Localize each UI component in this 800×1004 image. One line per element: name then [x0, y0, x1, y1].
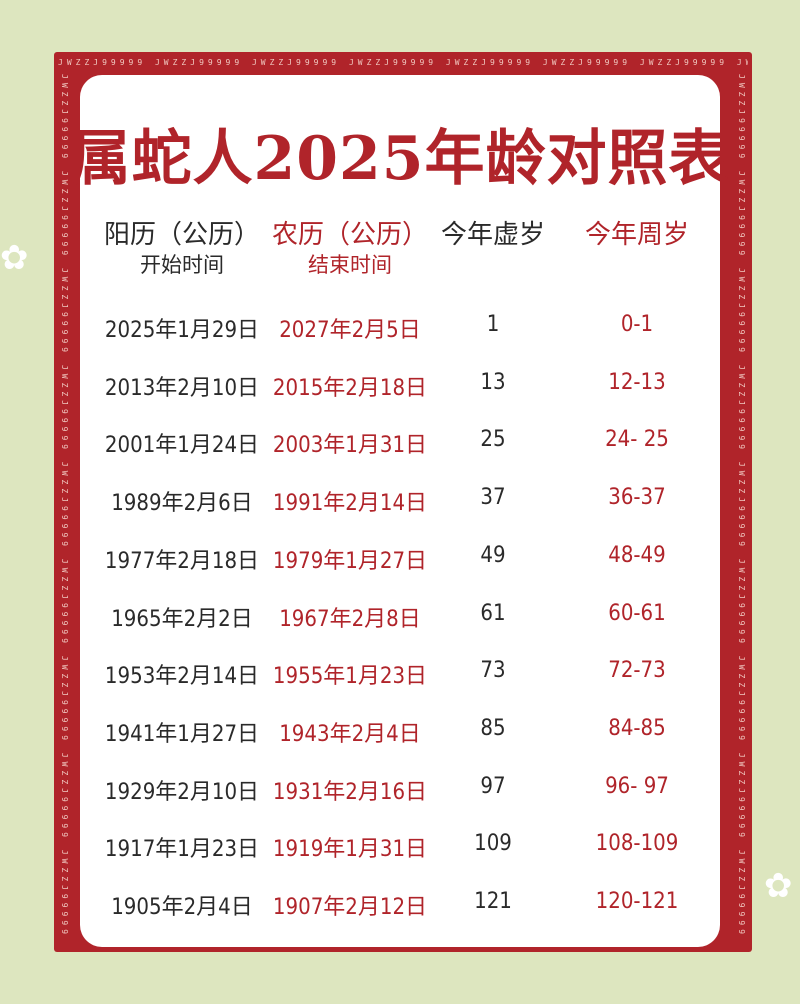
actual-age: 84-85: [608, 715, 666, 741]
table-row: 1941年1月27日 1943年2月4日 85 84-85: [0, 716, 800, 756]
nominal-age: 73: [480, 658, 506, 684]
header-lunar-end: 农历（公历） 结束时间: [260, 218, 440, 278]
solar-start-date: 1965年2月2日: [111, 606, 253, 632]
solar-start-date: 2025年1月29日: [104, 318, 260, 343]
lunar-end-date: 1991年2月14日: [272, 491, 428, 517]
border-watermark-left: JWZZJ99999 JWZZJ99999 JWZZJ99999 JWZZJ99…: [60, 74, 69, 944]
table-row: 1965年2月2日 1967年2月8日 61 60-61: [0, 601, 800, 641]
lunar-end-date: 2015年2月18日: [272, 375, 428, 401]
lunar-end-date: 1931年2月16日: [272, 779, 428, 805]
actual-age: 72-73: [608, 658, 666, 684]
table-row: 1929年2月10日 1931年2月16日 97 96- 97: [0, 774, 800, 814]
nominal-age: 85: [480, 715, 506, 741]
flower-decoration-right: ✿: [764, 866, 793, 906]
header-sub: 开始时间: [140, 253, 224, 277]
solar-start-date: 1941年1月27日: [104, 721, 260, 747]
flower-decoration-left: ✿: [0, 238, 29, 278]
solar-start-date: 1953年2月14日: [104, 664, 260, 690]
actual-age: 60-61: [608, 600, 666, 626]
solar-start-date: 2013年2月10日: [104, 375, 260, 401]
header-actual-age: 今年周岁: [547, 218, 727, 252]
header-label: 阳历（公历）: [103, 220, 260, 250]
content-card: [80, 75, 720, 947]
table-row: 1953年2月14日 1955年1月23日 73 72-73: [0, 658, 800, 698]
actual-age: 0-1: [620, 312, 654, 337]
nominal-age: 13: [480, 369, 506, 395]
lunar-end-date: 1919年1月31日: [272, 837, 428, 863]
table-row: 2013年2月10日 2015年2月18日 13 12-13: [0, 370, 800, 410]
lunar-end-date: 1979年1月27日: [272, 548, 428, 574]
table-row: 1989年2月6日 1991年2月14日 37 36-37: [0, 485, 800, 525]
actual-age: 24- 25: [605, 427, 669, 453]
nominal-age: 49: [480, 542, 506, 568]
nominal-age: 61: [480, 600, 506, 626]
table-row: 2001年1月24日 2003年1月31日 25 24- 25: [0, 427, 800, 467]
nominal-age: 121: [474, 889, 512, 914]
solar-start-date: 1929年2月10日: [104, 779, 260, 805]
actual-age: 12-13: [608, 369, 666, 395]
solar-start-date: 1905年2月4日: [111, 895, 253, 920]
header-sub: 结束时间: [308, 253, 392, 277]
nominal-age: 37: [480, 485, 506, 511]
lunar-end-date: 1943年2月4日: [279, 721, 421, 747]
solar-start-date: 1989年2月6日: [111, 491, 253, 517]
table-row: 1917年1月23日 1919年1月31日 109 108-109: [0, 831, 800, 871]
table-row: 2025年1月29日 2027年2月5日 1 0-1: [0, 312, 800, 352]
nominal-age: 25: [480, 427, 506, 453]
nominal-age: 97: [480, 773, 506, 799]
solar-start-date: 1977年2月18日: [104, 548, 260, 574]
table-row: 1905年2月4日 1907年2月12日 121 120-121: [0, 889, 800, 929]
actual-age: 48-49: [608, 542, 666, 568]
actual-age: 108-109: [595, 831, 679, 857]
lunar-end-date: 1907年2月12日: [272, 895, 428, 920]
lunar-end-date: 1955年1月23日: [272, 664, 428, 690]
header-label: 今年虚岁: [440, 220, 545, 250]
nominal-age: 109: [474, 831, 512, 857]
lunar-end-date: 2027年2月5日: [279, 318, 421, 343]
border-watermark-right: JWZZJ99999 JWZZJ99999 JWZZJ99999 JWZZJ99…: [737, 74, 746, 944]
border-watermark-top: JWZZJ99999 JWZZJ99999 JWZZJ99999 JWZZJ99…: [58, 58, 748, 67]
table-row: 1977年2月18日 1979年1月27日 49 48-49: [0, 543, 800, 583]
solar-start-date: 1917年1月23日: [104, 837, 260, 863]
solar-start-date: 2001年1月24日: [104, 433, 260, 459]
nominal-age: 1: [486, 312, 500, 337]
actual-age: 96- 97: [605, 773, 669, 799]
header-label: 今年周岁: [584, 220, 689, 250]
page-title: 属蛇人2025年龄对照表: [70, 124, 730, 194]
actual-age: 36-37: [608, 485, 666, 511]
lunar-end-date: 1967年2月8日: [279, 606, 421, 632]
actual-age: 120-121: [595, 889, 679, 914]
lunar-end-date: 2003年1月31日: [272, 433, 428, 459]
header-nominal-age: 今年虚岁: [403, 218, 583, 252]
header-solar-start: 阳历（公历） 开始时间: [92, 218, 272, 278]
header-label: 农历（公历）: [271, 220, 428, 250]
